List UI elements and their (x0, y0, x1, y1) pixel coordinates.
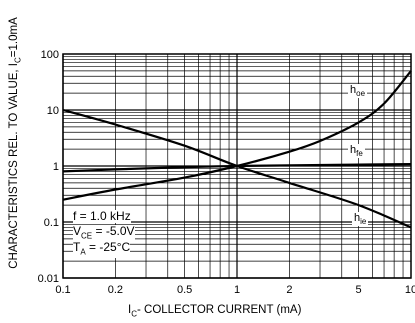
condition-ta: TA = -25°C (73, 240, 131, 259)
y-tick-label: 100 (41, 49, 59, 61)
y-tick-label: 1 (53, 161, 59, 173)
condition-frequency: f = 1.0 kHz (73, 209, 131, 223)
x-tick-label: 5 (356, 284, 362, 296)
x-axis-label: IC- COLLECTOR CURRENT (mA) (128, 304, 302, 319)
x-tick-label: 0.5 (177, 284, 192, 296)
x-tick-label: 10 (405, 284, 415, 296)
y-tick-label: 0.1 (44, 217, 59, 229)
y-tick-label: 10 (47, 105, 59, 117)
condition-vce: VCE = -5.0V (73, 224, 135, 243)
plot-frame (62, 53, 412, 279)
y-tick-label: 0.01 (38, 273, 59, 285)
y-axis-label: CHARACTERISTICS REL. TO VALUE, IC=1.0mA (8, 17, 23, 269)
x-tick-label: 1 (234, 284, 240, 296)
series-label-hoe: hoe (348, 84, 368, 99)
series-label-hfe: hfe (348, 144, 365, 159)
series-line-hie (62, 108, 412, 229)
x-tick-label: 0.2 (108, 284, 123, 296)
series-label-hie: hie (352, 212, 369, 227)
x-tick-label: 0.1 (55, 284, 70, 296)
x-tick-label: 2 (286, 284, 292, 296)
series-line-hoe (62, 70, 412, 201)
